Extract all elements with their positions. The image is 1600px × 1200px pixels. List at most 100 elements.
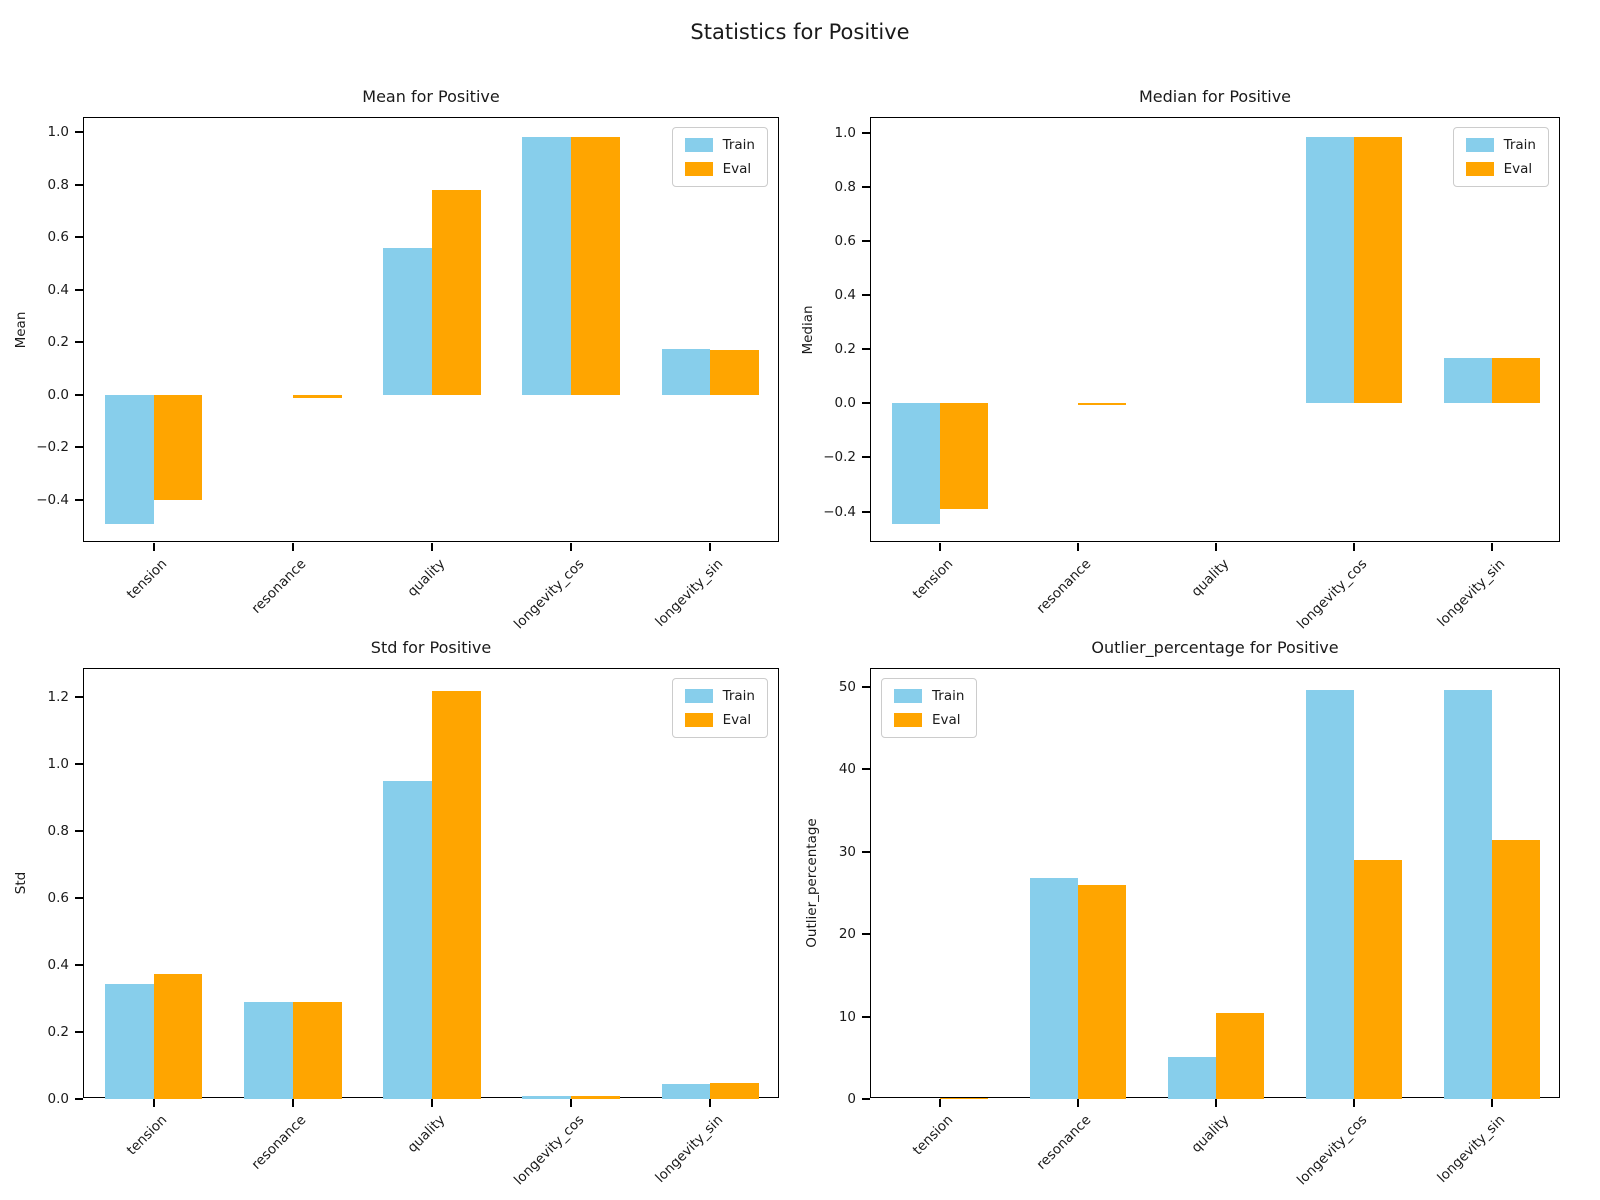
- y-tick-mark: [862, 768, 870, 771]
- bar-eval-tension: [153, 394, 203, 501]
- y-tick-mark: [75, 1031, 83, 1034]
- y-tick-label: 0.8: [47, 823, 69, 840]
- y-tick-mark: [862, 1098, 870, 1100]
- y-tick-label: 0.8: [47, 176, 69, 193]
- x-tick-mark: [1353, 1099, 1355, 1107]
- x-tick-mark: [152, 543, 155, 551]
- x-tick-mark: [709, 1099, 712, 1107]
- subplot-std: Std for Positive Std 0.0 0.2 0.4 0.6 0.8 1.0 1…: [13, 638, 779, 1188]
- bar-eval-tension: [153, 973, 203, 1099]
- bar-eval-longevity_sin: [710, 1083, 760, 1099]
- legend-row: Train: [684, 137, 755, 153]
- x-tick-label: longevity_cos: [511, 1112, 588, 1189]
- y-tick-label: 0.0: [47, 386, 69, 403]
- y-tick-mark: [862, 456, 870, 459]
- y-tick-label: 0: [847, 1091, 856, 1107]
- legend-label-train: Train: [722, 688, 755, 704]
- y-tick-label: −0.2: [823, 449, 856, 466]
- y-tick-mark: [862, 402, 870, 405]
- bar-eval-resonance: [1078, 884, 1127, 1099]
- bar-eval-longevity_cos: [571, 137, 620, 395]
- y-tick-mark: [75, 763, 83, 766]
- y-tick-label: 0.0: [47, 1091, 69, 1107]
- bar-train-longevity_cos: [522, 1096, 572, 1099]
- bar-train-quality: [383, 247, 432, 395]
- bar-eval-tension: [940, 403, 989, 509]
- y-tick-mark: [862, 186, 870, 189]
- legend: Train Eval: [881, 678, 978, 738]
- bar-train-quality: [1167, 1056, 1216, 1099]
- x-tick-label: tension: [123, 1112, 170, 1159]
- legend-row: Eval: [1465, 161, 1536, 177]
- bar-eval-quality: [1216, 1013, 1265, 1099]
- x-tick-label: resonance: [1033, 1112, 1095, 1173]
- legend-swatch-train: [1465, 138, 1494, 152]
- x-tick-label: resonance: [248, 1112, 310, 1173]
- x-tick-mark: [939, 1099, 941, 1107]
- legend-swatch-eval: [684, 713, 713, 727]
- y-tick-mark: [75, 696, 83, 699]
- x-tick-mark: [152, 1099, 155, 1107]
- y-tick-mark: [75, 897, 83, 900]
- y-tick-label: 0.2: [47, 1024, 69, 1041]
- y-tick-label: −0.2: [36, 439, 69, 456]
- y-tick-label: 0.6: [47, 229, 69, 246]
- y-tick-mark: [75, 830, 83, 833]
- chart-title: Outlier_percentage for Positive: [1091, 638, 1339, 657]
- bar-eval-quality: [432, 690, 481, 1099]
- y-tick-label: 0.6: [834, 233, 856, 250]
- y-tick-label: −0.4: [823, 503, 856, 520]
- x-tick-label: tension: [909, 1112, 957, 1159]
- y-tick-label: 0.4: [47, 957, 69, 974]
- plot-area: −0.4 −0.2 0.0 0.2 0.4 0.6 0.8 1.0 tension resonan…: [823, 117, 1560, 632]
- legend-swatch-train: [684, 689, 713, 703]
- x-tick-mark: [1077, 543, 1079, 551]
- subplot-median: Median for Positive Median −0.4 −0.2 0.0 0.…: [800, 87, 1560, 632]
- figure-title: Statistics for Positive: [690, 20, 910, 44]
- x-tick-mark: [709, 543, 712, 551]
- y-tick-label: 0.6: [47, 890, 69, 907]
- legend-label-eval: Eval: [932, 712, 961, 728]
- legend-row: Train: [684, 688, 755, 704]
- subplot-mean: Mean for Positive Mean −0.4 −0.2 0.0 0.2 0.4…: [13, 87, 779, 632]
- bar-eval-longevity_cos: [1354, 860, 1403, 1099]
- x-tick-mark: [1077, 1099, 1079, 1107]
- legend-label-eval: Eval: [722, 712, 752, 728]
- y-tick-label: 1.0: [47, 124, 69, 141]
- legend-swatch-eval: [894, 713, 922, 727]
- legend-label-eval: Eval: [722, 161, 752, 177]
- y-tick-label: 0.4: [47, 281, 69, 298]
- bar-eval-longevity_sin: [710, 350, 760, 395]
- x-tick-label: longevity_cos: [1293, 1112, 1371, 1189]
- x-tick-label: quality: [1188, 1112, 1233, 1156]
- x-tick-mark: [570, 543, 573, 551]
- y-tick-label: 0.0: [834, 395, 856, 412]
- bar-eval-resonance: [1078, 403, 1127, 405]
- x-tick-mark: [1491, 1099, 1493, 1107]
- y-tick-label: 1.2: [47, 689, 69, 706]
- y-tick-mark: [75, 288, 83, 291]
- y-tick-label: 20: [838, 926, 856, 943]
- legend-label-train: Train: [1503, 137, 1536, 153]
- y-tick-mark: [75, 964, 83, 967]
- y-tick-label: 0.2: [47, 334, 69, 351]
- legend-label-train: Train: [722, 137, 755, 153]
- y-tick-mark: [75, 341, 83, 344]
- y-tick-mark: [862, 510, 870, 513]
- chart-title: Std for Positive: [370, 638, 492, 657]
- bar-eval-longevity_sin: [1492, 357, 1541, 404]
- x-tick-mark: [570, 1099, 573, 1107]
- y-tick-mark: [75, 499, 83, 502]
- bar-train-tension: [104, 983, 154, 1099]
- y-tick-mark: [862, 294, 870, 297]
- legend-row: Train: [894, 688, 964, 704]
- bar-eval-longevity_cos: [571, 1096, 620, 1099]
- x-tick-mark: [291, 543, 294, 551]
- x-tick-mark: [939, 543, 941, 551]
- y-tick-label: 1.0: [834, 125, 856, 142]
- bar-eval-longevity_cos: [1354, 137, 1403, 404]
- subplot-outlier-percentage: Outlier_percentage for Positive Outlier_…: [804, 638, 1560, 1188]
- y-tick-mark: [75, 236, 83, 239]
- y-tick-label: 40: [838, 761, 856, 778]
